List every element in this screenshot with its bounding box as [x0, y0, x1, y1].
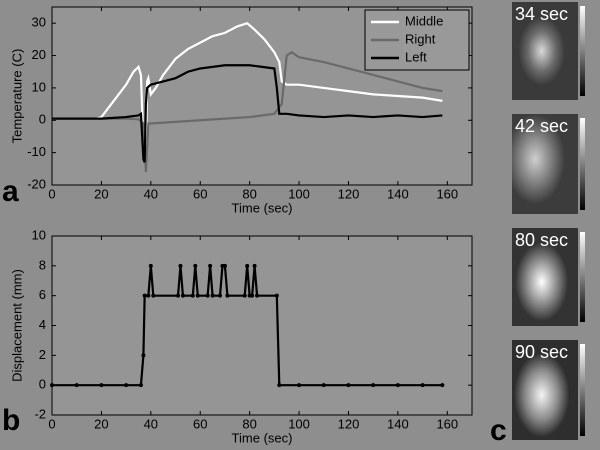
data-point — [225, 293, 230, 298]
legend-label: Middle — [405, 13, 443, 28]
axes-frame — [51, 6, 473, 186]
y-tick-label: 6 — [39, 287, 46, 302]
y-axis-label: Temperature (C) — [9, 49, 24, 144]
data-point — [274, 293, 279, 298]
x-tick-label: 100 — [288, 416, 310, 431]
y-tick-label: 10 — [32, 227, 46, 242]
data-point — [99, 383, 104, 388]
x-tick-label: 140 — [387, 416, 409, 431]
y-tick-label: 8 — [39, 257, 46, 272]
panel-label: b — [2, 404, 20, 437]
data-point — [245, 263, 250, 268]
legend-label: Right — [405, 31, 436, 46]
thumbnail: 42 sec — [512, 114, 585, 214]
axes-frame — [51, 235, 473, 416]
thumbnail-label: 34 sec — [515, 4, 568, 24]
data-point — [151, 293, 156, 298]
data-point — [252, 263, 257, 268]
data-point — [242, 293, 247, 298]
y-tick-label: 10 — [32, 79, 46, 94]
panel-label: a — [2, 175, 19, 208]
thumbnail: 80 sec — [512, 228, 585, 326]
data-point — [222, 263, 227, 268]
y-tick-label: 0 — [39, 112, 46, 127]
data-point — [371, 383, 376, 388]
data-point — [420, 383, 425, 388]
data-point — [208, 263, 213, 268]
colorbar — [580, 344, 585, 436]
data-point — [440, 383, 445, 388]
x-tick-label: 160 — [436, 186, 458, 201]
thumbnail-image — [512, 2, 578, 100]
y-tick-label: 0 — [39, 377, 46, 392]
data-point — [195, 293, 200, 298]
thumbnail-label: 42 sec — [515, 116, 568, 136]
x-tick-label: 100 — [288, 186, 310, 201]
legend-label: Left — [405, 49, 427, 64]
data-point — [250, 293, 255, 298]
x-tick-label: 120 — [338, 186, 360, 201]
data-point — [218, 293, 222, 298]
data-point — [176, 293, 180, 298]
thumbnail-label: 80 sec — [515, 230, 568, 250]
thumbnail-label: 90 sec — [515, 342, 568, 362]
data-point — [193, 263, 198, 268]
x-tick-label: 140 — [387, 186, 409, 201]
x-tick-label: 120 — [338, 416, 360, 431]
data-point — [124, 383, 129, 388]
thumbnail-image — [512, 228, 578, 326]
y-tick-label: 20 — [32, 47, 46, 62]
data-point — [178, 263, 183, 268]
x-tick-label: 0 — [48, 186, 55, 201]
colorbar — [580, 118, 585, 210]
data-point — [210, 293, 215, 298]
y-tick-label: 2 — [39, 347, 46, 362]
data-point — [138, 383, 143, 388]
x-tick-label: 60 — [193, 416, 207, 431]
x-tick-label: 40 — [144, 186, 158, 201]
x-tick-label: 0 — [48, 416, 55, 431]
x-tick-label: 160 — [436, 416, 458, 431]
y-tick-label: -2 — [34, 406, 46, 421]
x-tick-label: 20 — [94, 186, 108, 201]
thumbnail-image — [512, 340, 578, 440]
data-point — [180, 293, 185, 298]
data-point — [346, 383, 351, 388]
data-line — [52, 64, 443, 163]
data-point — [321, 383, 326, 388]
x-tick-label: 80 — [242, 186, 256, 201]
data-point — [74, 383, 79, 388]
data-point — [277, 383, 282, 388]
data-point — [141, 353, 146, 358]
x-axis-label: Time (sec) — [232, 430, 293, 445]
x-tick-label: 40 — [144, 416, 158, 431]
y-tick-label: -20 — [27, 176, 46, 191]
data-point — [395, 383, 400, 388]
thumbnail-image — [512, 114, 578, 214]
data-point — [205, 293, 210, 298]
x-tick-label: 20 — [94, 416, 108, 431]
data-point — [142, 293, 147, 298]
panel-label: c — [490, 414, 507, 447]
thumbnail: 90 sec — [512, 340, 585, 440]
data-line — [52, 21, 443, 160]
colorbar — [580, 232, 585, 322]
y-axis-label: Displacement (mm) — [9, 269, 24, 382]
data-point — [190, 293, 195, 298]
data-point — [255, 293, 260, 298]
data-point — [146, 293, 151, 298]
x-axis-label: Time (sec) — [232, 200, 293, 215]
data-point — [297, 383, 302, 388]
x-tick-label: 60 — [193, 186, 207, 201]
data-point — [148, 263, 153, 268]
y-tick-label: 4 — [39, 317, 46, 332]
y-tick-label: 30 — [32, 15, 46, 30]
plot-area — [52, 236, 472, 415]
x-tick-label: 80 — [242, 416, 256, 431]
y-tick-label: -10 — [27, 144, 46, 159]
thumbnail: 34 sec — [512, 2, 585, 100]
colorbar — [580, 6, 585, 96]
